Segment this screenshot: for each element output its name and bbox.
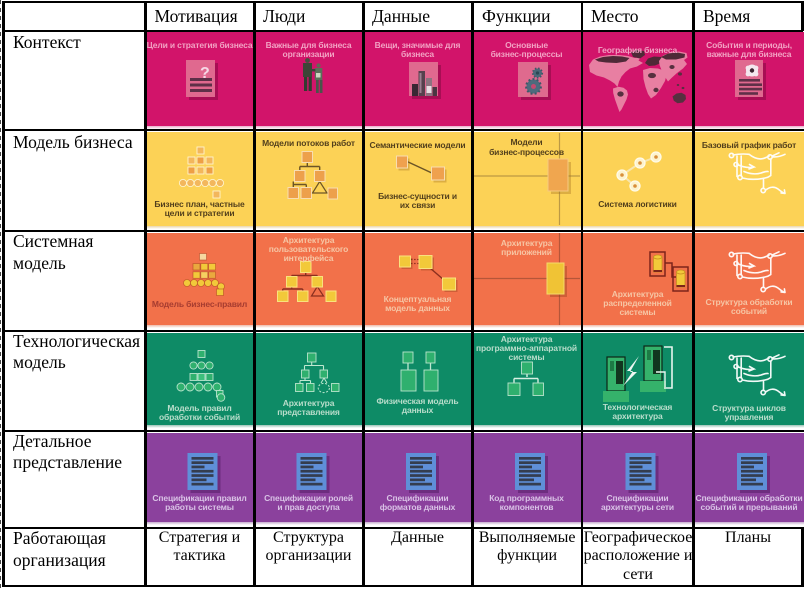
- svg-text:?: ?: [200, 65, 210, 82]
